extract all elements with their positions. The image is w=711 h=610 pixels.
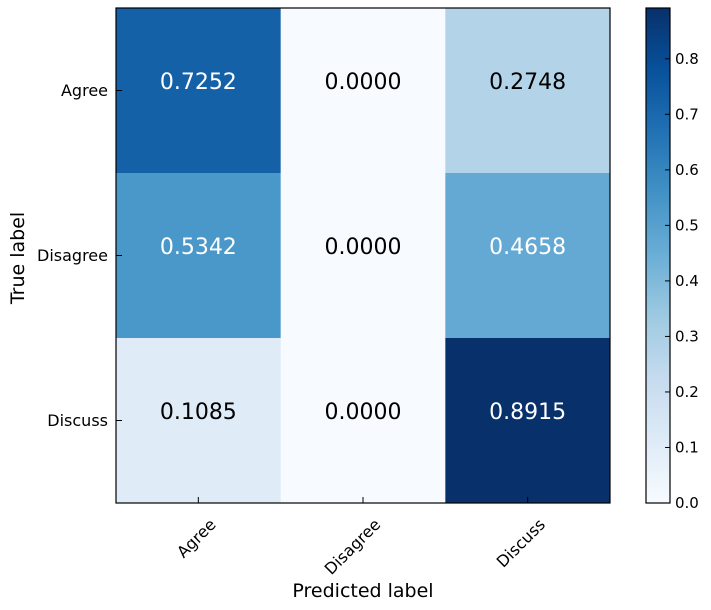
cell-value-label: 0.0000	[325, 70, 402, 95]
colorbar-tick-label: 0.6	[675, 161, 699, 179]
cell-value-label: 0.5342	[160, 235, 237, 260]
cell-value-label: 0.0000	[325, 400, 402, 425]
colorbar-ticks: 0.0 0.1 0.2 0.3 0.4 0.5 0.6 0.7 0.8	[665, 50, 699, 512]
cell-value-label: 0.7252	[160, 70, 237, 95]
colorbar-tick-label: 0.0	[675, 494, 699, 512]
colorbar-gradient	[645, 7, 671, 504]
colorbar-tick-label: 0.1	[675, 438, 699, 456]
colorbar-tick-label: 0.7	[675, 105, 699, 123]
y-axis-ticks: Agree Disagree Discuss	[37, 81, 122, 430]
colorbar: 0.0 0.1 0.2 0.3 0.4 0.5 0.6 0.7 0.8	[645, 7, 699, 512]
y-tick-label: Discuss	[47, 411, 108, 430]
y-tick-label: Agree	[61, 81, 108, 100]
cell-value-label: 0.8915	[489, 400, 566, 425]
heatmap-cell	[116, 173, 282, 339]
colorbar-tick-label: 0.2	[675, 383, 699, 401]
heatmap-cell	[280, 338, 446, 504]
heatmap-cells	[116, 8, 611, 504]
colorbar-tick-label: 0.5	[675, 216, 699, 234]
colorbar-tick-label: 0.3	[675, 327, 699, 345]
cell-value-label: 0.4658	[489, 235, 566, 260]
x-tick-label: Discuss	[493, 515, 549, 571]
heatmap-cell	[280, 173, 446, 339]
colorbar-tick-label: 0.8	[675, 50, 699, 68]
heatmap-cell	[116, 338, 282, 504]
heatmap-cell	[445, 8, 611, 174]
x-axis-label: Predicted label	[292, 580, 433, 602]
x-tick-label: Agree	[173, 515, 220, 562]
cell-value-label: 0.1085	[160, 400, 237, 425]
heatmap-cell-labels: 0.7252 0.0000 0.2748 0.5342 0.0000 0.4658 0.10…	[160, 70, 566, 425]
heatmap-cell	[116, 8, 282, 174]
heatmap-cell	[445, 173, 611, 339]
colorbar-tick-label: 0.4	[675, 272, 699, 290]
heatmap-cell	[445, 338, 611, 504]
x-axis-ticks: Agree Disagree Discuss	[173, 497, 549, 579]
x-tick-label: Disagree	[321, 515, 385, 579]
cell-value-label: 0.0000	[325, 235, 402, 260]
y-tick-label: Disagree	[37, 246, 108, 265]
heatmap-cell	[280, 8, 446, 174]
y-axis-label: True label	[7, 212, 29, 305]
cell-value-label: 0.2748	[489, 70, 566, 95]
